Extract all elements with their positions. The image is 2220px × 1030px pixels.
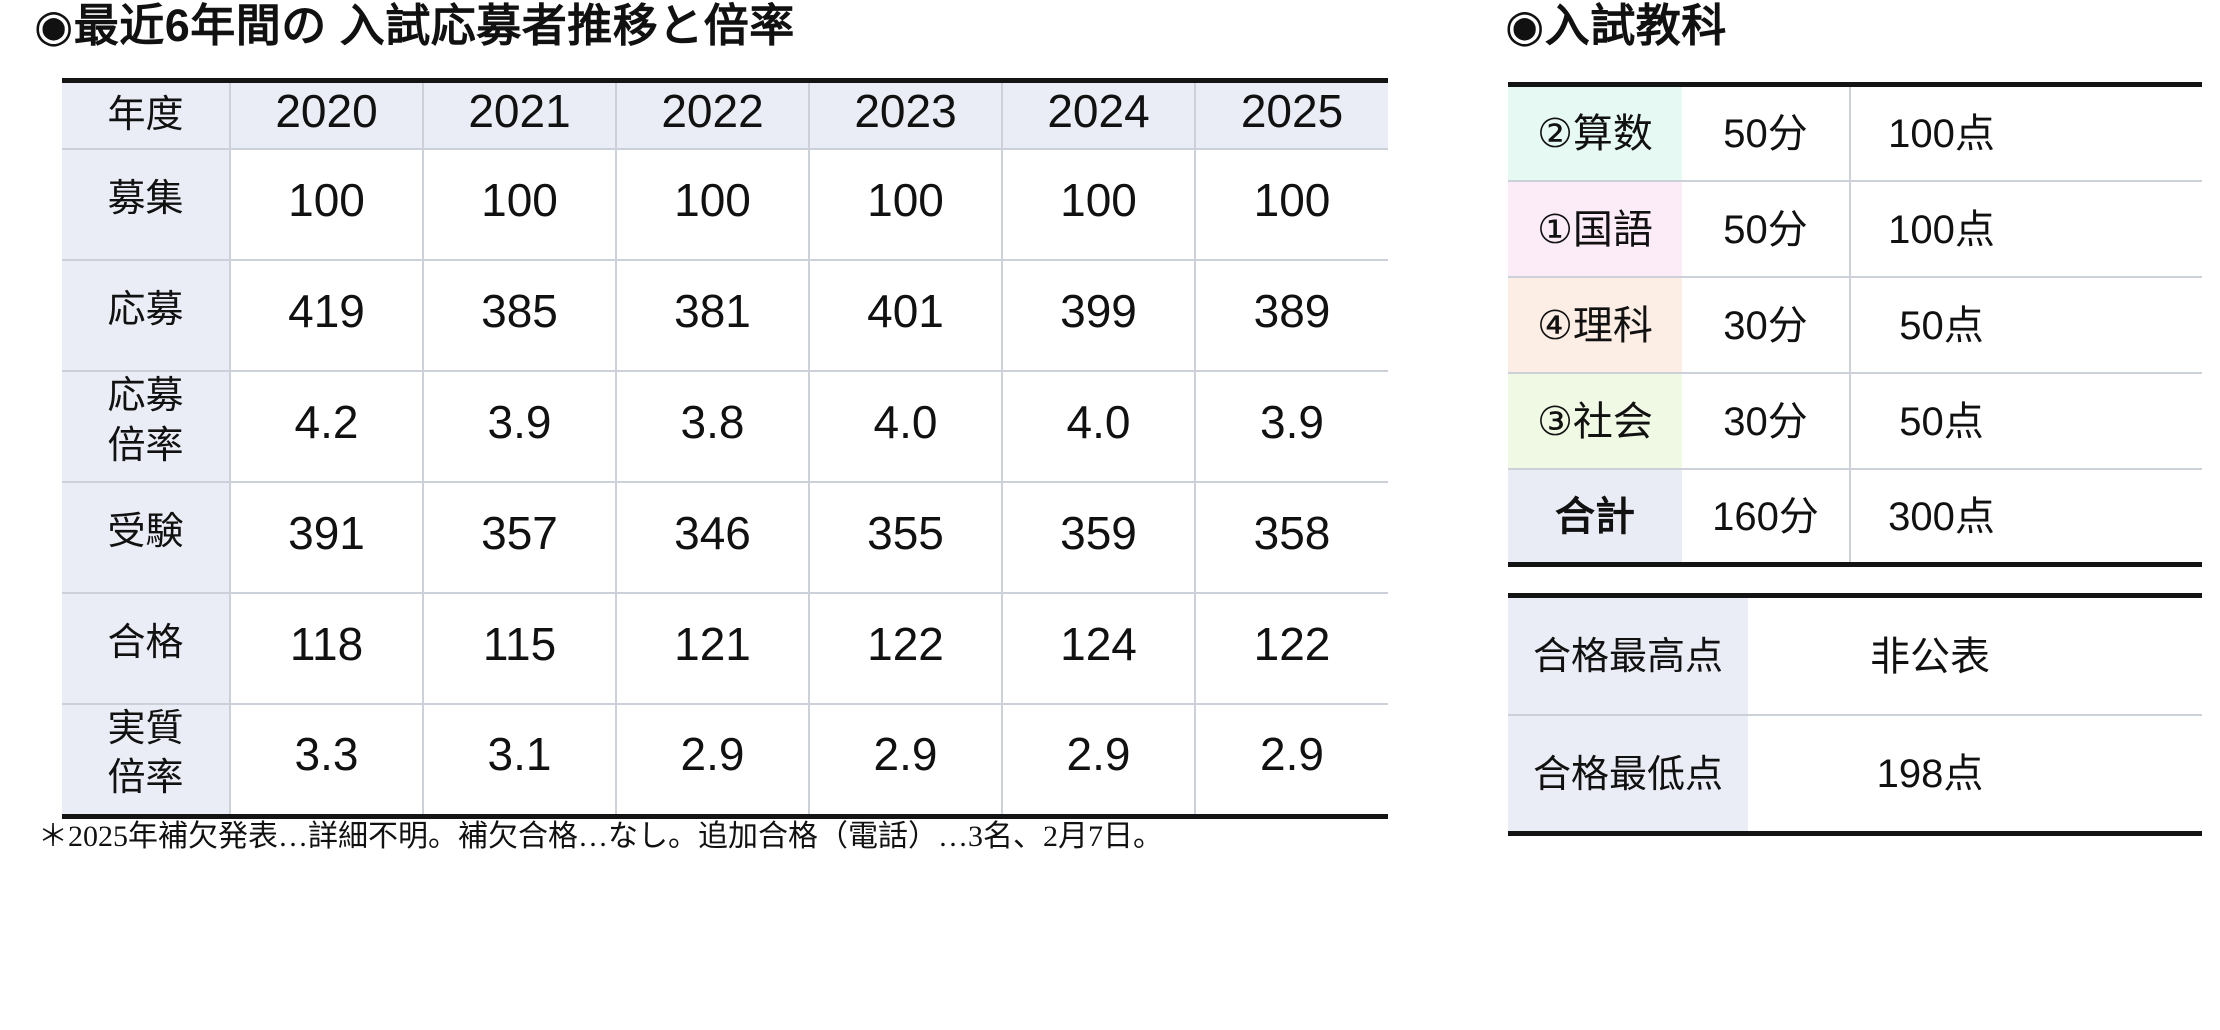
left-section-title: ◉最近6年間の 入試応募者推移と倍率 bbox=[34, 0, 795, 51]
subject-row-math: ②算数 50分 100点 bbox=[1508, 84, 2202, 181]
value-cell: 3.9 bbox=[422, 370, 616, 482]
value-cell: 346 bbox=[615, 481, 809, 593]
subject-points: 100点 bbox=[1849, 179, 2202, 277]
subject-time: 160分 bbox=[1682, 467, 1850, 565]
row-label-text: 応募倍率 bbox=[107, 375, 184, 467]
pass-scores-table: 合格最高点 非公表 合格最低点 198点 bbox=[1508, 593, 2202, 836]
year-header-cell: 2021 bbox=[422, 80, 616, 149]
value-cell: 3.1 bbox=[422, 702, 616, 817]
subject-label: 合計 bbox=[1508, 467, 1682, 565]
year-header-cell: 2020 bbox=[229, 80, 423, 149]
row-label: 受験 bbox=[62, 481, 230, 593]
row-label: 合格 bbox=[62, 592, 230, 704]
score-row-lowest: 合格最低点 198点 bbox=[1508, 713, 2202, 834]
value-cell: 100 bbox=[808, 148, 1002, 260]
value-cell: 385 bbox=[422, 259, 616, 371]
table-row-actual-ratio: 実質倍率 3.3 3.1 2.9 2.9 2.9 2.9 bbox=[62, 702, 1388, 817]
subject-label: ③社会 bbox=[1508, 371, 1682, 469]
value-cell: 100 bbox=[229, 148, 423, 260]
right-section-title: ◉入試教科 bbox=[1505, 0, 1727, 51]
score-value: 198点 bbox=[1748, 713, 2202, 834]
value-cell: 4.0 bbox=[808, 370, 1002, 482]
score-label: 合格最高点 bbox=[1508, 595, 1748, 715]
score-row-highest: 合格最高点 非公表 bbox=[1508, 595, 2202, 715]
row-label: 応募倍率 bbox=[62, 370, 230, 482]
value-cell: 100 bbox=[1194, 148, 1388, 260]
value-cell: 118 bbox=[229, 592, 423, 704]
value-cell: 100 bbox=[1001, 148, 1195, 260]
value-cell: 2.9 bbox=[1001, 702, 1195, 817]
value-cell: 4.0 bbox=[1001, 370, 1195, 482]
value-cell: 100 bbox=[615, 148, 809, 260]
value-cell: 355 bbox=[808, 481, 1002, 593]
value-cell: 357 bbox=[422, 481, 616, 593]
score-label: 合格最低点 bbox=[1508, 713, 1748, 834]
table-row-passed: 合格 118 115 121 122 124 122 bbox=[62, 592, 1388, 704]
value-cell: 391 bbox=[229, 481, 423, 593]
table-row-application-ratio: 応募倍率 4.2 3.9 3.8 4.0 4.0 3.9 bbox=[62, 370, 1388, 482]
subject-row-social: ③社会 30分 50点 bbox=[1508, 371, 2202, 469]
row-label-text: 募集 bbox=[107, 177, 184, 220]
table-row-examinees: 受験 391 357 346 355 359 358 bbox=[62, 481, 1388, 593]
footnote: ＊2025年補欠発表…詳細不明。補欠合格…なし。追加合格（電話）…3名、2月7日… bbox=[38, 820, 1163, 853]
value-cell: 419 bbox=[229, 259, 423, 371]
table-row-applications: 応募 419 385 381 401 399 389 bbox=[62, 259, 1388, 371]
row-label: 応募 bbox=[62, 259, 230, 371]
subject-points: 50点 bbox=[1849, 275, 2202, 373]
value-cell: 115 bbox=[422, 592, 616, 704]
row-label-text: 応募 bbox=[107, 288, 184, 331]
subject-row-science: ④理科 30分 50点 bbox=[1508, 275, 2202, 373]
year-header-cell: 2025 bbox=[1194, 80, 1388, 149]
subject-points: 50点 bbox=[1849, 371, 2202, 469]
subject-time: 30分 bbox=[1682, 371, 1850, 469]
subject-row-japanese: ①国語 50分 100点 bbox=[1508, 179, 2202, 277]
subject-label: ②算数 bbox=[1508, 84, 1682, 181]
header-row: 年度 2020 2021 2022 2023 2024 2025 bbox=[62, 80, 1388, 149]
value-cell: 3.8 bbox=[615, 370, 809, 482]
value-cell: 122 bbox=[808, 592, 1002, 704]
row-label-text: 受験 bbox=[107, 510, 184, 553]
subject-time: 50分 bbox=[1682, 179, 1850, 277]
value-cell: 359 bbox=[1001, 481, 1195, 593]
value-cell: 2.9 bbox=[808, 702, 1002, 817]
year-header-cell: 2023 bbox=[808, 80, 1002, 149]
row-label: 募集 bbox=[62, 148, 230, 260]
subject-points: 300点 bbox=[1849, 467, 2202, 565]
subject-row-total: 合計 160分 300点 bbox=[1508, 467, 2202, 565]
row-label-text: 合格 bbox=[107, 621, 184, 664]
value-cell: 122 bbox=[1194, 592, 1388, 704]
row-label-text: 実質倍率 bbox=[107, 708, 184, 800]
value-cell: 121 bbox=[615, 592, 809, 704]
subject-time: 30分 bbox=[1682, 275, 1850, 373]
value-cell: 124 bbox=[1001, 592, 1195, 704]
value-cell: 100 bbox=[422, 148, 616, 260]
subject-time: 50分 bbox=[1682, 84, 1850, 181]
value-cell: 3.9 bbox=[1194, 370, 1388, 482]
value-cell: 381 bbox=[615, 259, 809, 371]
year-header-cell: 2022 bbox=[615, 80, 809, 149]
year-header-label: 年度 bbox=[62, 80, 230, 149]
value-cell: 358 bbox=[1194, 481, 1388, 593]
subject-points: 100点 bbox=[1849, 84, 2202, 181]
table-row-recruitment: 募集 100 100 100 100 100 100 bbox=[62, 148, 1388, 260]
value-cell: 4.2 bbox=[229, 370, 423, 482]
value-cell: 2.9 bbox=[615, 702, 809, 817]
subject-label: ①国語 bbox=[1508, 179, 1682, 277]
value-cell: 401 bbox=[808, 259, 1002, 371]
value-cell: 389 bbox=[1194, 259, 1388, 371]
score-value: 非公表 bbox=[1748, 595, 2202, 715]
row-label: 実質倍率 bbox=[62, 702, 230, 817]
value-cell: 3.3 bbox=[229, 702, 423, 817]
value-cell: 399 bbox=[1001, 259, 1195, 371]
applicants-table: 年度 2020 2021 2022 2023 2024 2025 募集 100 … bbox=[62, 78, 1388, 819]
value-cell: 2.9 bbox=[1194, 702, 1388, 817]
subjects-table: ②算数 50分 100点 ①国語 50分 100点 ④理科 30分 50点 ③社… bbox=[1508, 82, 2202, 567]
subject-label: ④理科 bbox=[1508, 275, 1682, 373]
year-header-cell: 2024 bbox=[1001, 80, 1195, 149]
